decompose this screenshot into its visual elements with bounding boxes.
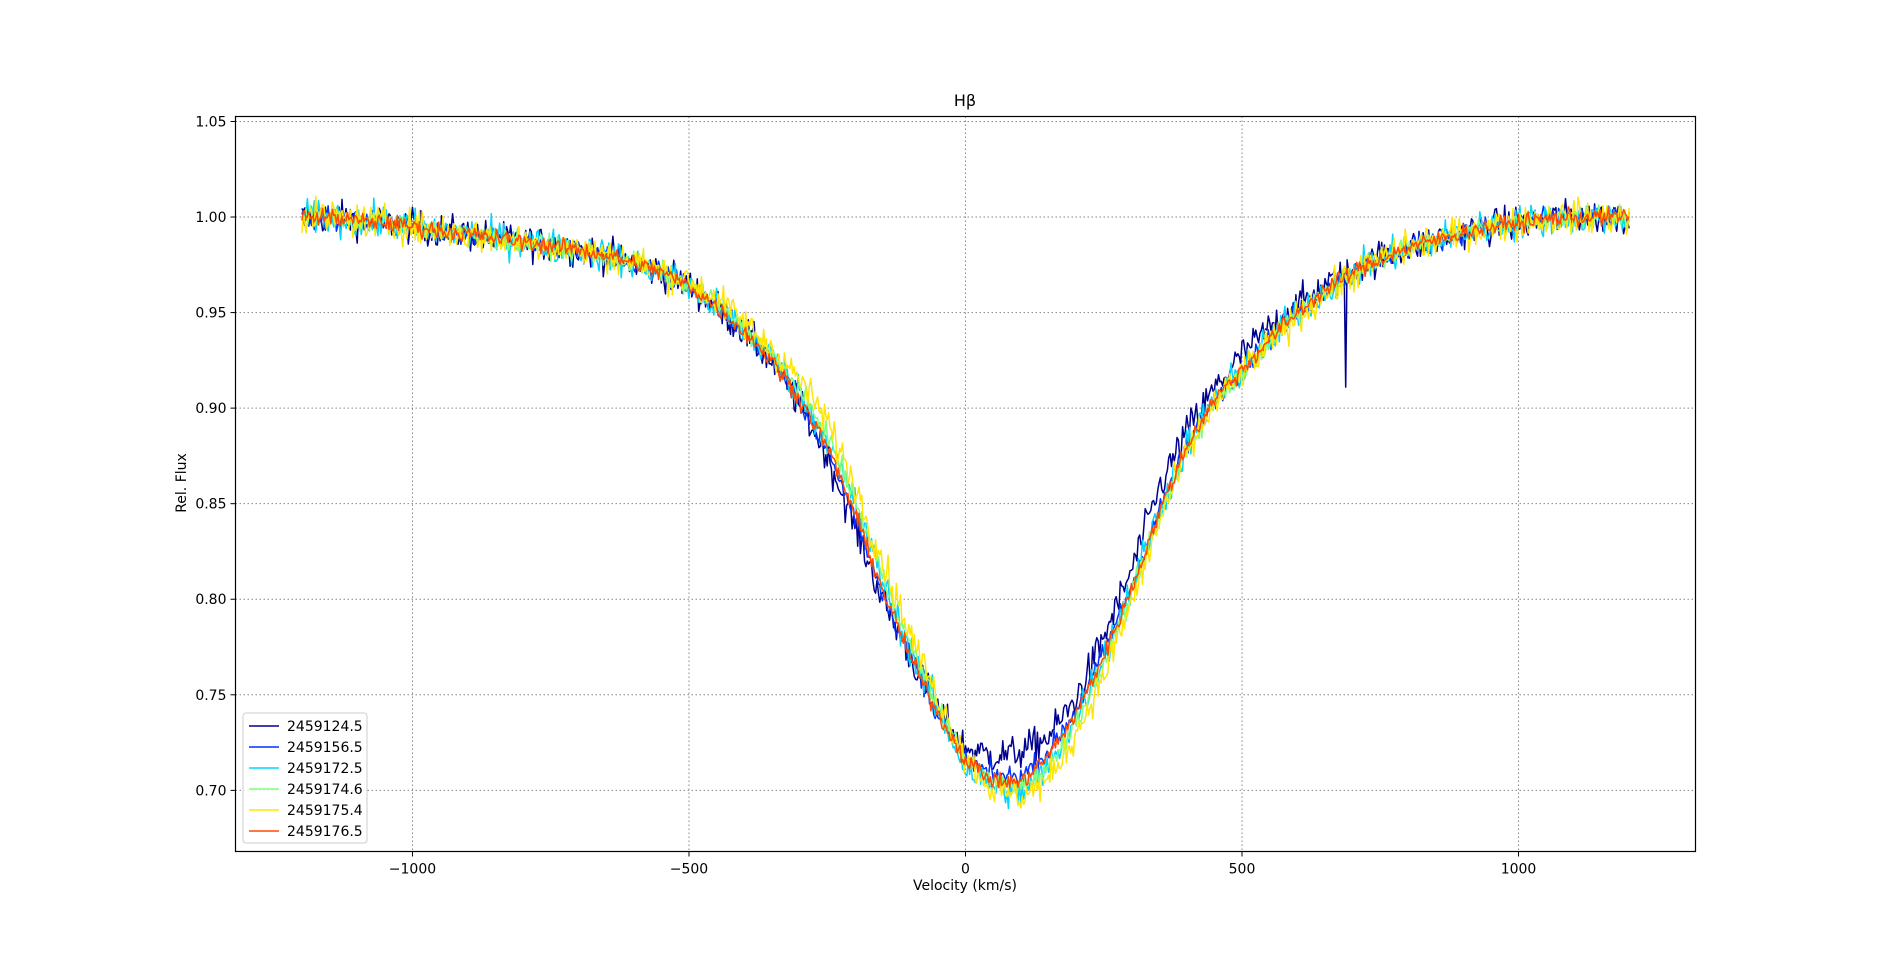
x-tick-label: −1000 bbox=[389, 862, 436, 878]
y-tick-label: 1.00 bbox=[195, 210, 226, 226]
legend-label: 2459174.6 bbox=[287, 782, 363, 798]
chart-title: Hβ bbox=[954, 91, 976, 110]
x-tick-label: 0 bbox=[961, 862, 970, 878]
x-tick-label: 500 bbox=[1229, 862, 1256, 878]
legend-label: 2459172.5 bbox=[287, 761, 363, 777]
legend: 2459124.5 2459156.5 2459172.5 2459174.6 2459… bbox=[242, 712, 368, 844]
y-tick-label: 0.80 bbox=[195, 592, 226, 608]
series-line-2459124.5 bbox=[301, 198, 1630, 770]
series-line-2459176.5 bbox=[301, 205, 1630, 789]
legend-label: 2459176.5 bbox=[287, 824, 363, 840]
x-tick-label: −500 bbox=[670, 862, 708, 878]
y-tick-label: 0.75 bbox=[195, 688, 226, 704]
series-lines bbox=[301, 195, 1630, 810]
legend-label: 2459124.5 bbox=[287, 719, 363, 735]
series-line-2459175.4 bbox=[301, 195, 1630, 809]
y-tick-label: 0.70 bbox=[195, 783, 226, 799]
legend-label: 2459175.4 bbox=[287, 803, 363, 819]
ticks: −1000 −500 0 500 1000 0.70 0.75 0.80 0.85 0.90 0.9… bbox=[195, 114, 1536, 877]
y-tick-label: 0.85 bbox=[195, 497, 226, 513]
y-tick-label: 1.05 bbox=[195, 114, 226, 130]
y-tick-label: 0.95 bbox=[195, 306, 226, 322]
legend-label: 2459156.5 bbox=[287, 740, 363, 756]
x-tick-label: 1000 bbox=[1501, 862, 1537, 878]
y-axis-label: Rel. Flux bbox=[174, 453, 190, 513]
x-axis-label: Velocity (km/s) bbox=[913, 878, 1017, 894]
y-tick-label: 0.90 bbox=[195, 401, 226, 417]
